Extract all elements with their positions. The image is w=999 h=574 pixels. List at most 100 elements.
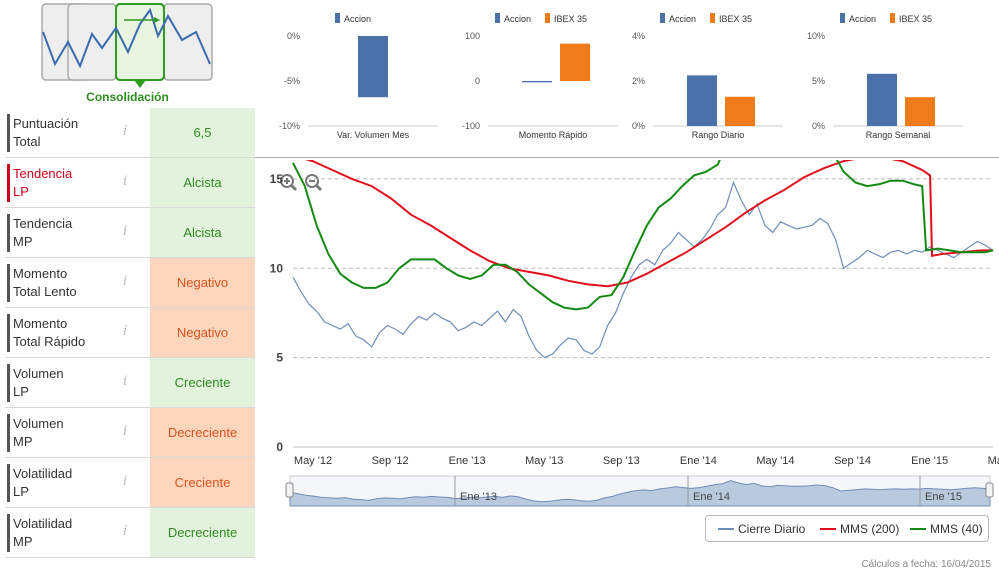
legend-label: Accion xyxy=(344,14,371,24)
x-tick-label: Sep '13 xyxy=(603,455,640,467)
legend-swatch xyxy=(890,13,895,23)
chart-navigator[interactable]: Ene '13 Ene '14 Ene '15 xyxy=(285,474,995,510)
legend-cierre-diario[interactable]: Cierre Diario xyxy=(738,522,806,536)
legend-swatch xyxy=(840,13,845,23)
x-tick-label: Ene '15 xyxy=(911,455,948,467)
chart-title: Var. Volumen Mes xyxy=(337,130,410,140)
legend-swatch xyxy=(660,13,665,23)
metric-name-line1: Momento xyxy=(13,316,68,331)
legend-mms40[interactable]: MMS (40) xyxy=(930,522,983,536)
navigator-area xyxy=(289,480,991,507)
metric-name: Volumen MP xyxy=(13,415,113,451)
metric-value: Decreciente xyxy=(150,408,255,457)
info-icon[interactable]: i xyxy=(123,524,128,539)
metric-row: Volatilidad MP i Decreciente xyxy=(5,508,255,558)
series-line-2 xyxy=(292,160,994,311)
metric-value: Negativo xyxy=(150,258,255,307)
y-tick-label: 5% xyxy=(812,76,825,86)
bar-accion[interactable] xyxy=(867,73,897,126)
info-icon[interactable]: i xyxy=(123,224,128,239)
legend-label: IBEX 35 xyxy=(899,14,932,24)
zoom-in-icon[interactable] xyxy=(280,174,298,192)
info-icon[interactable]: i xyxy=(123,174,128,189)
y-tick-label: 15 xyxy=(270,172,284,186)
bar-accion[interactable] xyxy=(522,81,552,83)
metric-name-line2: LP xyxy=(13,484,29,499)
legend-swatch xyxy=(710,13,715,23)
mini-bar-chart: Accion IBEX 35 4% 2% 0% Rango Diario xyxy=(632,13,783,140)
metric-value: Alcista xyxy=(150,208,255,257)
metric-value: Creciente xyxy=(150,458,255,507)
metric-name-line2: LP xyxy=(13,384,29,399)
consolidation-pattern-icon xyxy=(41,3,213,88)
x-tick-label: Ene '14 xyxy=(680,455,717,467)
bar-accion[interactable] xyxy=(687,75,717,126)
row-accent-bar xyxy=(7,114,10,152)
navigator-tick-label: Ene '15 xyxy=(925,491,962,503)
zoom-out-icon[interactable] xyxy=(305,174,323,192)
metric-name: Volatilidad MP xyxy=(13,515,113,551)
info-icon[interactable]: i xyxy=(123,474,128,489)
legend-swatch-mms40 xyxy=(910,528,926,530)
legend-swatch-cierre xyxy=(718,528,734,530)
divider xyxy=(255,157,999,158)
footer-date: Cálculos a fecha: 16/04/2015 xyxy=(861,559,991,570)
y-tick-label: 0% xyxy=(632,121,645,131)
metric-row: Tendencia MP i Alcista xyxy=(5,208,255,258)
metric-name-line1: Volatilidad xyxy=(13,466,73,481)
metric-value: Creciente xyxy=(150,358,255,407)
x-tick-label: May '13 xyxy=(525,455,563,467)
metric-name-line1: Puntuación xyxy=(13,116,79,131)
x-tick-label: May '14 xyxy=(756,455,794,467)
info-icon[interactable]: i xyxy=(123,274,128,289)
metric-name: Tendencia LP xyxy=(13,165,113,201)
navigator-tick-label: Ene '13 xyxy=(460,491,497,503)
legend-swatch-mms200 xyxy=(820,528,836,530)
mini-bar-chart: Accion 0% -5% -10% Var. Volumen Mes xyxy=(279,13,438,140)
info-icon[interactable]: i xyxy=(123,424,128,439)
legend-swatch xyxy=(495,13,500,23)
y-tick-label: -10% xyxy=(279,121,300,131)
metric-name: Tendencia MP xyxy=(13,215,113,251)
row-accent-bar xyxy=(7,514,10,552)
legend-swatch xyxy=(335,13,340,23)
bar-accion[interactable] xyxy=(358,36,388,98)
legend-mms200[interactable]: MMS (200) xyxy=(840,522,900,536)
y-tick-label: -5% xyxy=(284,76,300,86)
row-accent-bar xyxy=(7,164,10,202)
metric-name-line2: MP xyxy=(13,234,33,249)
mini-bar-chart: Accion IBEX 35 100 0 -100 Momento Rápido xyxy=(462,13,618,140)
y-tick-label: 0 xyxy=(475,76,480,86)
metric-name-line1: Tendencia xyxy=(13,216,73,231)
metric-name-line2: Total xyxy=(13,134,41,149)
metric-name: Puntuación Total xyxy=(13,115,113,151)
bar-ibex[interactable] xyxy=(560,43,590,81)
x-tick-label: Sep '14 xyxy=(834,455,871,467)
row-accent-bar xyxy=(7,214,10,252)
info-icon[interactable]: i xyxy=(123,374,128,389)
metric-name: Momento Total Rápido xyxy=(13,315,113,351)
bar-ibex[interactable] xyxy=(905,97,935,126)
y-tick-label: 2% xyxy=(632,76,645,86)
chart-title: Rango Diario xyxy=(692,130,745,140)
pattern-label: Consolidación xyxy=(86,90,169,104)
y-tick-label: -100 xyxy=(462,121,480,131)
metric-row: Volatilidad LP i Creciente xyxy=(5,458,255,508)
metric-name-line2: Total Rápido xyxy=(13,334,86,349)
series-line-1 xyxy=(304,160,993,288)
bar-ibex[interactable] xyxy=(725,96,755,126)
y-tick-label: 0 xyxy=(276,440,283,454)
metric-value: Decreciente xyxy=(150,508,255,557)
metric-value: Negativo xyxy=(150,308,255,357)
navigator-handle-left[interactable] xyxy=(285,482,294,498)
info-icon[interactable]: i xyxy=(123,124,128,139)
legend-label: IBEX 35 xyxy=(719,14,752,24)
metric-row: Momento Total Rápido i Negativo xyxy=(5,308,255,358)
row-accent-bar xyxy=(7,464,10,502)
row-accent-bar xyxy=(7,364,10,402)
metric-name-line2: LP xyxy=(13,184,29,199)
y-tick-label: 0% xyxy=(812,121,825,131)
info-icon[interactable]: i xyxy=(123,324,128,339)
navigator-handle-right[interactable] xyxy=(985,482,994,498)
metric-name-line2: Total Lento xyxy=(13,284,77,299)
